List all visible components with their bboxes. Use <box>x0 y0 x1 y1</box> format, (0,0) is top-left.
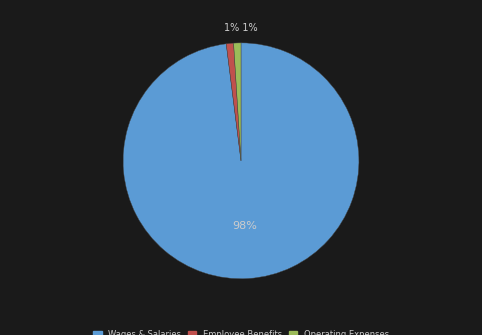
Wedge shape <box>226 43 241 161</box>
Wedge shape <box>123 43 359 279</box>
Text: 1% 1%: 1% 1% <box>224 23 258 34</box>
Wedge shape <box>234 43 241 161</box>
Legend: Wages & Salaries, Employee Benefits, Operating Expenses: Wages & Salaries, Employee Benefits, Ope… <box>93 330 389 335</box>
Text: 98%: 98% <box>233 220 257 230</box>
